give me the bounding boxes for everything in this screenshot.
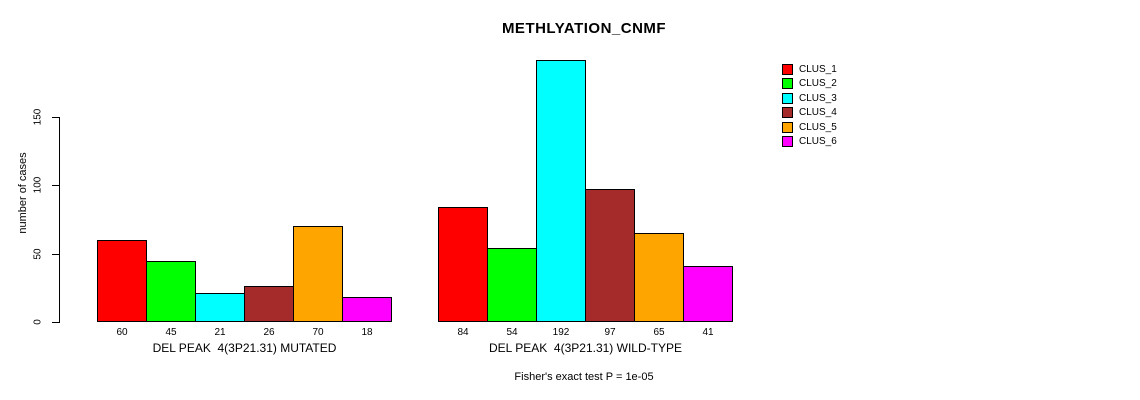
y-axis-line xyxy=(59,117,60,323)
legend-label: CLUS_1 xyxy=(799,63,837,75)
bar xyxy=(634,233,684,322)
bar-value-label: 54 xyxy=(506,327,518,338)
legend-label: CLUS_6 xyxy=(799,136,837,148)
legend-swatch xyxy=(782,63,793,75)
bar xyxy=(585,189,635,322)
bar xyxy=(195,293,245,322)
legend-label: CLUS_5 xyxy=(799,121,837,133)
legend-label: CLUS_4 xyxy=(799,107,837,119)
bar xyxy=(244,286,294,322)
bar-value-label: 26 xyxy=(263,327,275,338)
legend-item: CLUS_2 xyxy=(782,77,837,92)
bar-group: 84 54 192 97 65 41 DEL PEAK 4(3P21.31) WILD-TY… xyxy=(438,59,733,355)
bar xyxy=(487,248,537,322)
bar-value-label: 21 xyxy=(214,327,226,338)
legend-swatch xyxy=(782,121,793,133)
chart-title: METHLYATION_CNMF xyxy=(501,20,667,37)
bar-group: 60 45 21 26 70 18 DEL PEAK 4(3P21.31) MUTATED xyxy=(97,59,392,355)
bar-value-label: 60 xyxy=(116,327,128,338)
legend-item: CLUS_1 xyxy=(782,62,837,77)
bar-value-label: 70 xyxy=(312,327,324,338)
group-axis-label: DEL PEAK 4(3P21.31) WILD-TYPE xyxy=(489,341,682,355)
y-tick-label: 100 xyxy=(32,177,44,194)
group-axis-label: DEL PEAK 4(3P21.31) MUTATED xyxy=(152,341,337,355)
legend-swatch xyxy=(782,136,793,148)
bar xyxy=(683,266,733,322)
bar xyxy=(536,60,586,322)
bar-value-label: 97 xyxy=(604,327,616,338)
bar-value-label: 18 xyxy=(361,327,373,338)
y-tick-mark xyxy=(52,253,59,255)
bar-value-label: 45 xyxy=(165,327,177,338)
y-tick-mark xyxy=(52,185,59,187)
y-tick-mark xyxy=(52,322,59,323)
stat-annotation: Fisher's exact test P = 1e-05 xyxy=(514,371,654,383)
legend-item: CLUS_3 xyxy=(782,91,837,106)
bar-value-label: 84 xyxy=(457,327,469,338)
bar xyxy=(293,226,343,322)
bar xyxy=(438,207,488,322)
legend: CLUS_1 CLUS_2 CLUS_3 CLUS_4 CLUS_5 CLUS_6 xyxy=(782,62,837,149)
legend-label: CLUS_2 xyxy=(799,78,837,90)
legend-swatch xyxy=(782,107,793,119)
bar xyxy=(146,261,196,322)
y-tick-label: 0 xyxy=(32,319,44,325)
bar xyxy=(97,240,147,322)
legend-swatch xyxy=(782,92,793,104)
legend-item: CLUS_4 xyxy=(782,106,837,121)
bar-value-label: 41 xyxy=(702,327,714,338)
y-axis-label: number of cases xyxy=(17,152,29,234)
legend-item: CLUS_6 xyxy=(782,135,837,150)
bar-value-label: 192 xyxy=(552,327,570,338)
legend-item: CLUS_5 xyxy=(782,120,837,135)
bar-value-label: 65 xyxy=(653,327,665,338)
y-tick-mark xyxy=(52,117,59,119)
legend-label: CLUS_3 xyxy=(799,92,837,104)
bar xyxy=(342,297,392,322)
y-tick-label: 150 xyxy=(32,108,44,126)
y-tick-label: 50 xyxy=(32,248,44,260)
legend-swatch xyxy=(782,78,793,90)
